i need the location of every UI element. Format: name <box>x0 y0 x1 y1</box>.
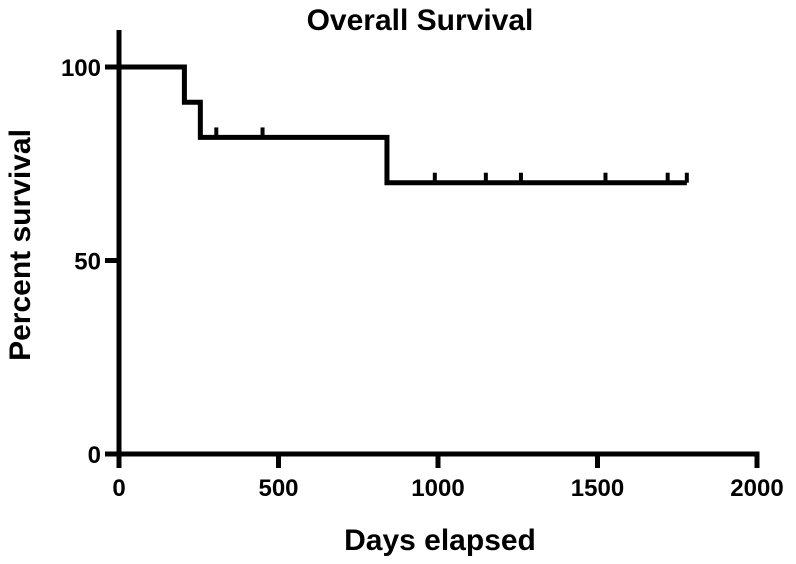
y-tick-label: 0 <box>88 442 101 469</box>
x-tick-label: 2000 <box>730 475 783 502</box>
y-tick-label: 100 <box>61 55 101 82</box>
y-axis-label: Percent survival <box>4 129 37 361</box>
y-tick-label: 50 <box>74 249 101 276</box>
x-axis-label: Days elapsed <box>344 524 536 557</box>
x-tick-label: 500 <box>258 475 298 502</box>
chart-title: Overall Survival <box>307 4 534 37</box>
survival-curve-group <box>119 64 687 186</box>
censor-marks <box>214 127 689 183</box>
x-tick-label: 1500 <box>571 475 624 502</box>
survival-curve <box>119 64 687 186</box>
x-tick-label: 0 <box>112 475 125 502</box>
axes: 0 500 1000 1500 2000 0 50 100 <box>61 30 784 502</box>
x-tick-label: 1000 <box>411 475 464 502</box>
